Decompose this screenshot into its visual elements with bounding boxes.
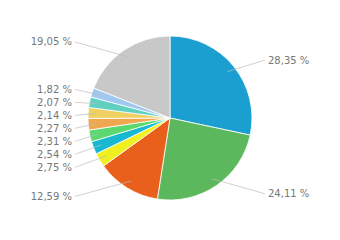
data-label: 2,14 % [37,110,72,121]
pie-slice [157,118,250,200]
leader-line [75,124,96,129]
data-label: 19,05 % [31,36,72,47]
data-label: 2,54 % [37,149,72,160]
leader-line [75,156,107,167]
leader-line [227,60,265,71]
leader-line [75,181,131,197]
pie-chart: 19,05 % 1,82 % 2,07 % 2,14 % 2,27 % 2,31 % 2,5… [0,0,340,240]
slices [88,36,252,200]
data-label: 2,07 % [37,97,72,108]
leader-line [75,145,101,154]
leader-line [212,179,265,194]
data-label: 2,31 % [37,136,72,147]
leader-line [75,102,98,103]
leader-line [75,42,128,57]
data-label: 2,75 % [37,162,72,173]
leader-line [75,113,96,115]
data-label: 12,59 % [31,191,72,202]
leader-line [75,134,98,141]
pie-slice [89,118,170,142]
data-label: 28,35 % [268,55,309,66]
leader-line [75,89,100,95]
data-labels: 19,05 % 1,82 % 2,07 % 2,14 % 2,27 % 2,31 % 2,5… [31,36,310,201]
chart-container: 19,05 % 1,82 % 2,07 % 2,14 % 2,27 % 2,31 % 2,5… [0,0,340,240]
data-label: 1,82 % [37,84,72,95]
data-label: 2,27 % [37,123,72,134]
data-label: 24,11 % [268,188,309,199]
pie-slice [94,36,170,118]
pie-slice [88,118,170,130]
